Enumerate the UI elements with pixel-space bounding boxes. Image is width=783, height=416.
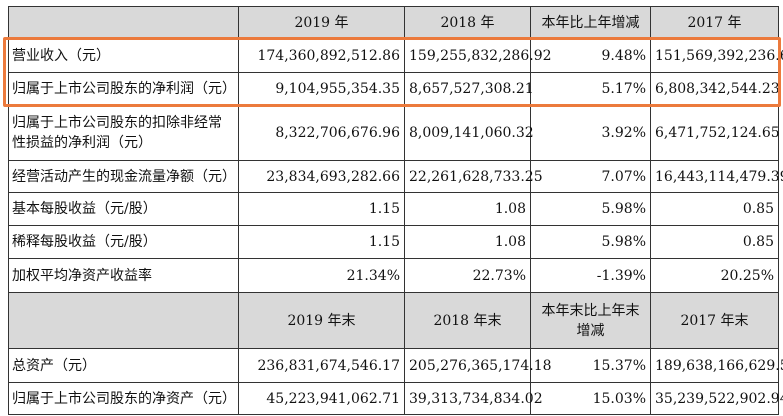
header-cell: 2017 年末 <box>650 292 779 349</box>
value-cell: 45,223,941,062.71 <box>238 382 405 415</box>
row-label: 归属于上市公司股东的扣除非经常性损益的净利润（元） <box>8 104 239 161</box>
data-row: 经营活动产生的现金流量净额（元） 23,834,693,282.66 22,261,… <box>8 160 783 193</box>
row-label: 归属于上市公司股东的净利润（元） <box>8 72 239 105</box>
header-cell <box>8 6 239 39</box>
value-cell: 15.03% <box>530 382 651 415</box>
header-cell: 2019 年末 <box>238 292 405 349</box>
header-cell: 2018 年 <box>404 6 531 39</box>
value-cell: 39,313,734,834.02 <box>404 382 543 415</box>
value-cell: 5.98% <box>530 225 651 259</box>
header-cell: 2018 年末 <box>404 292 531 349</box>
header-cell: 2017 年 <box>650 6 779 39</box>
row-label: 基本每股收益（元/股） <box>8 192 239 226</box>
value-cell: 5.98% <box>530 192 651 226</box>
value-cell: 0.85 <box>650 225 779 259</box>
data-row: 归属于上市公司股东的扣除非经常性损益的净利润（元） 8,322,706,676.9… <box>8 104 780 161</box>
value-cell: 3.92% <box>530 104 651 161</box>
value-cell: 6,808,342,544.23 <box>650 72 780 105</box>
data-row: 归属于上市公司股东的净利润（元） 9,104,955,354.35 8,657,52… <box>8 72 780 105</box>
value-cell: 1.08 <box>404 225 531 259</box>
value-cell: 5.17% <box>530 72 651 105</box>
value-cell: 23,834,693,282.66 <box>238 160 405 193</box>
value-cell: 8,009,141,060.32 <box>404 104 534 161</box>
value-cell: 20.25% <box>650 258 779 293</box>
financial-table: 2019 年 2018 年本年比上年增减 2017 年营业收入（元） 174,360,… <box>8 6 783 415</box>
value-cell: 0.85 <box>650 192 779 226</box>
value-cell: 6,471,752,124.65 <box>650 104 780 161</box>
data-row: 归属于上市公司股东的净资产（元） 45,223,941,062.71 39,313,… <box>8 382 783 415</box>
value-cell: 205,276,365,174.18 <box>404 348 552 383</box>
value-cell: 1.15 <box>238 192 405 226</box>
value-cell: 16,443,114,479.39 <box>650 160 783 193</box>
data-row: 总资产（元） 236,831,674,546.17 205,276,365,174.… <box>8 348 783 383</box>
row-label: 加权平均净资产收益率 <box>8 258 239 293</box>
header-cell: 本年比上年增减 <box>530 6 651 39</box>
header-cell <box>8 292 239 349</box>
data-row: 营业收入（元） 174,360,892,512.86 159,255,832,286… <box>8 38 783 73</box>
value-cell: 35,239,522,902.94 <box>650 382 783 415</box>
row-label: 归属于上市公司股东的净资产（元） <box>8 382 239 415</box>
value-cell: 189,638,166,629.52 <box>650 348 783 383</box>
data-row: 稀释每股收益（元/股） 1.15 1.08 5.98% 0.85 <box>8 225 779 259</box>
value-cell: 1.15 <box>238 225 405 259</box>
value-cell: 7.07% <box>530 160 651 193</box>
value-cell: 8,322,706,676.96 <box>238 104 405 161</box>
value-cell: 174,360,892,512.86 <box>238 38 405 73</box>
data-row: 基本每股收益（元/股） 1.15 1.08 5.98% 0.85 <box>8 192 779 226</box>
value-cell: 15.37% <box>530 348 651 383</box>
value-cell: 1.08 <box>404 192 531 226</box>
value-cell: 21.34% <box>238 258 405 293</box>
value-cell: -1.39% <box>530 258 651 293</box>
value-cell: 236,831,674,546.17 <box>238 348 405 383</box>
header-cell: 本年末比上年末增减 <box>530 292 651 349</box>
header-cell: 2019 年 <box>238 6 405 39</box>
header-row: 2019 年末 2018 年末 本年末比上年末增减 2017 年末 <box>8 292 779 349</box>
value-cell: 22,261,628,733.25 <box>404 160 543 193</box>
row-label: 营业收入（元） <box>8 38 239 73</box>
row-label: 总资产（元） <box>8 348 239 383</box>
data-row: 加权平均净资产收益率 21.34% 22.73% -1.39% 20.25% <box>8 258 779 293</box>
value-cell: 151,569,392,236.63 <box>650 38 783 73</box>
table-wrap: 2019 年 2018 年本年比上年增减 2017 年营业收入（元） 174,360,… <box>8 6 783 415</box>
value-cell: 22.73% <box>404 258 531 293</box>
row-label: 经营活动产生的现金流量净额（元） <box>8 160 239 193</box>
header-row: 2019 年 2018 年本年比上年增减 2017 年 <box>8 6 779 39</box>
value-cell: 159,255,832,286.92 <box>404 38 552 73</box>
value-cell: 9,104,955,354.35 <box>238 72 405 105</box>
value-cell: 9.48% <box>530 38 651 73</box>
row-label: 稀释每股收益（元/股） <box>8 225 239 259</box>
value-cell: 8,657,527,308.21 <box>404 72 534 105</box>
